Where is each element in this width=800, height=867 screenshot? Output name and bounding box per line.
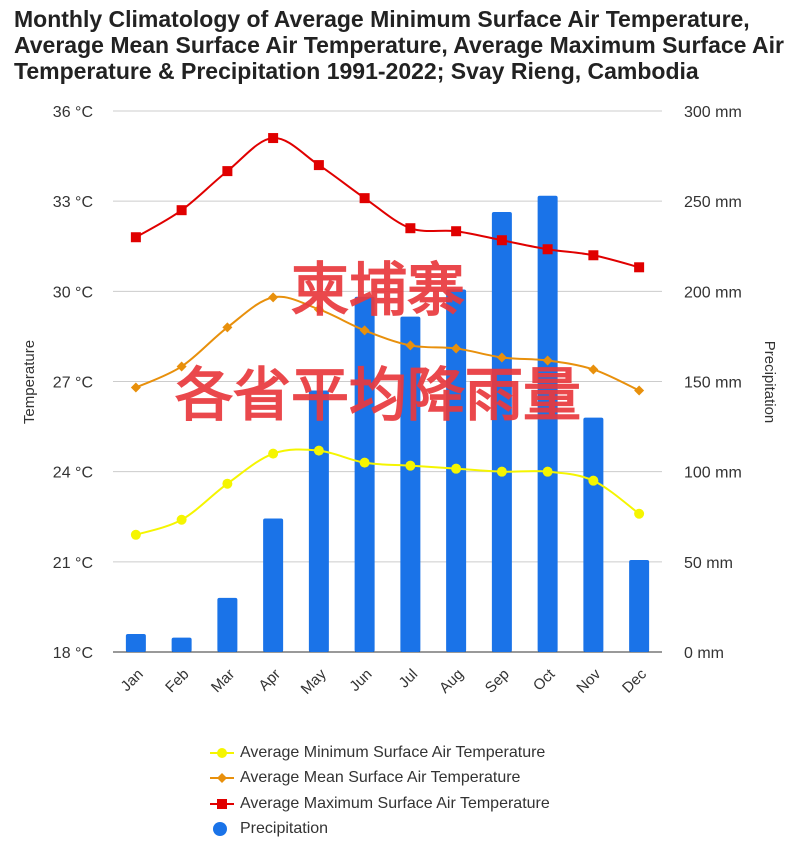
data-point <box>634 385 645 396</box>
legend-item[interactable]: Precipitation <box>210 817 550 843</box>
data-point <box>222 322 233 333</box>
legend-label: Average Maximum Surface Air Temperature <box>240 794 550 812</box>
data-point <box>496 352 507 363</box>
data-point <box>405 223 416 234</box>
legend: Average Minimum Surface Air Temperature A… <box>210 740 550 842</box>
left-tick-label: 21 °C <box>53 555 93 572</box>
data-point <box>588 250 599 261</box>
left-tick-label: 24 °C <box>53 465 93 482</box>
right-tick-label: 250 mm <box>684 194 742 211</box>
data-point <box>268 448 279 459</box>
data-point <box>634 262 645 273</box>
data-point <box>588 475 599 486</box>
legend-item[interactable]: Average Maximum Surface Air Temperature <box>210 791 550 817</box>
precipitation-bar <box>629 560 650 652</box>
x-tick-label: Sep <box>482 666 513 697</box>
x-tick-label: Aug <box>436 666 467 697</box>
legend-label: Average Mean Surface Air Temperature <box>240 769 521 787</box>
left-tick-label: 27 °C <box>53 375 93 392</box>
precipitation-bar <box>125 633 146 652</box>
x-tick-label: Mar <box>208 666 238 696</box>
right-tick-label: 300 mm <box>684 104 742 121</box>
x-tick-label: Oct <box>530 665 559 694</box>
x-tick-label: Jun <box>346 666 375 695</box>
x-tick-label: Jan <box>118 666 147 695</box>
data-point <box>405 340 416 351</box>
x-tick-label: May <box>298 665 330 697</box>
temperature-line <box>135 448 640 536</box>
data-point <box>176 205 187 216</box>
legend-square-icon <box>210 798 234 809</box>
data-point <box>222 166 233 177</box>
data-point <box>130 382 141 393</box>
legend-marker <box>217 747 227 758</box>
precipitation-bar <box>171 637 192 652</box>
left-tick-label: 33 °C <box>53 194 93 211</box>
right-tick-label: 200 mm <box>684 284 742 301</box>
data-point <box>176 514 187 525</box>
right-tick-label: 150 mm <box>684 375 742 392</box>
watermark-text: 各省平均降雨量 <box>175 363 581 428</box>
data-point <box>542 355 553 366</box>
data-point <box>451 343 462 354</box>
temperature-line <box>135 137 640 269</box>
left-tick-label: 30 °C <box>53 284 93 301</box>
right-tick-label: 100 mm <box>684 465 742 482</box>
left-tick-label: 36 °C <box>53 104 93 121</box>
chart-title: Monthly Climatology of Average Minimum S… <box>14 6 784 84</box>
data-point <box>222 478 233 489</box>
x-tick-label: Apr <box>255 666 284 695</box>
legend-label: Average Minimum Surface Air Temperature <box>240 743 546 761</box>
precipitation-bar <box>400 316 421 652</box>
precipitation-bar <box>308 390 329 652</box>
right-tick-label: 0 mm <box>684 645 724 662</box>
data-point <box>496 235 507 246</box>
data-point <box>405 460 416 471</box>
legend-marker <box>217 773 227 784</box>
watermark-text: 柬埔寨 <box>291 258 465 323</box>
right-tick-label: 50 mm <box>684 555 733 572</box>
precipitation-bar <box>491 211 512 652</box>
precipitation-bar <box>537 195 558 653</box>
x-tick-label: Jul <box>396 666 422 692</box>
precipitation-bar <box>263 518 284 652</box>
legend-circle-icon <box>210 747 234 758</box>
precipitation-bar <box>354 296 375 652</box>
legend-item[interactable]: Average Mean Surface Air Temperature <box>210 766 550 792</box>
legend-circle-icon <box>213 822 227 837</box>
data-point <box>130 232 141 243</box>
data-point <box>451 226 462 237</box>
left-tick-label: 18 °C <box>53 645 93 662</box>
data-point <box>542 244 553 255</box>
data-point <box>313 160 324 171</box>
y-axis-right-label: Precipitation <box>761 341 778 424</box>
data-point <box>359 325 370 336</box>
data-point <box>634 508 645 519</box>
x-tick-label: Nov <box>573 665 604 696</box>
data-point <box>313 445 324 456</box>
data-point <box>313 304 324 315</box>
legend-label: Precipitation <box>240 820 329 838</box>
data-point <box>359 193 370 204</box>
data-point <box>176 361 187 372</box>
data-point <box>268 133 279 144</box>
x-tick-label: Dec <box>619 665 650 696</box>
y-axis-left-label: Temperature <box>21 340 38 424</box>
data-point <box>542 466 553 477</box>
precipitation-bar <box>583 417 604 652</box>
precipitation-bar <box>217 597 238 652</box>
legend-item[interactable]: Average Minimum Surface Air Temperature <box>210 740 550 766</box>
data-point <box>451 463 462 474</box>
data-point <box>496 466 507 477</box>
data-point <box>268 292 279 303</box>
legend-marker <box>217 798 227 809</box>
legend-diamond-icon <box>210 773 234 784</box>
x-tick-label: Feb <box>162 666 192 696</box>
data-point <box>130 529 141 540</box>
data-point <box>588 364 599 375</box>
data-point <box>359 457 370 468</box>
